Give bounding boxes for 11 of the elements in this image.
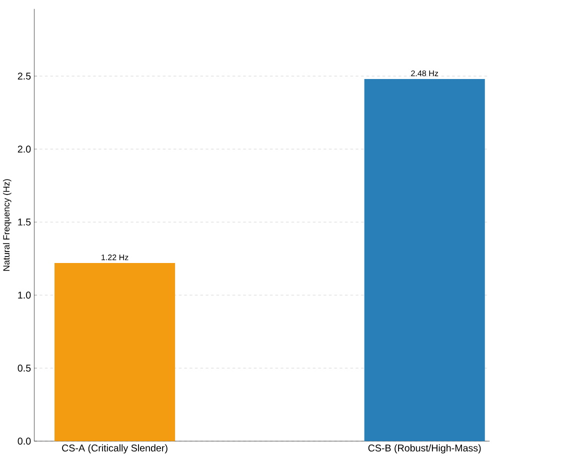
data-label: 2.48 Hz: [411, 70, 438, 76]
data-label: 1.22 Hz: [102, 254, 128, 260]
y-tick-label: 1.5: [18, 218, 31, 226]
y-tick-label: 0.0: [18, 438, 31, 444]
y-tick-label: 2.5: [18, 72, 31, 80]
y-axis-title: Natural Frequency (Hz): [2, 179, 12, 271]
y-tick-label: 2.0: [18, 146, 31, 152]
y-tick-label: 1.0: [18, 292, 31, 298]
x-tick-label: CS-B (Robust/High-Mass): [368, 444, 481, 454]
x-tick-label: CS-A (Critically Slender): [62, 444, 168, 454]
y-tick-label: 0.5: [18, 364, 31, 372]
